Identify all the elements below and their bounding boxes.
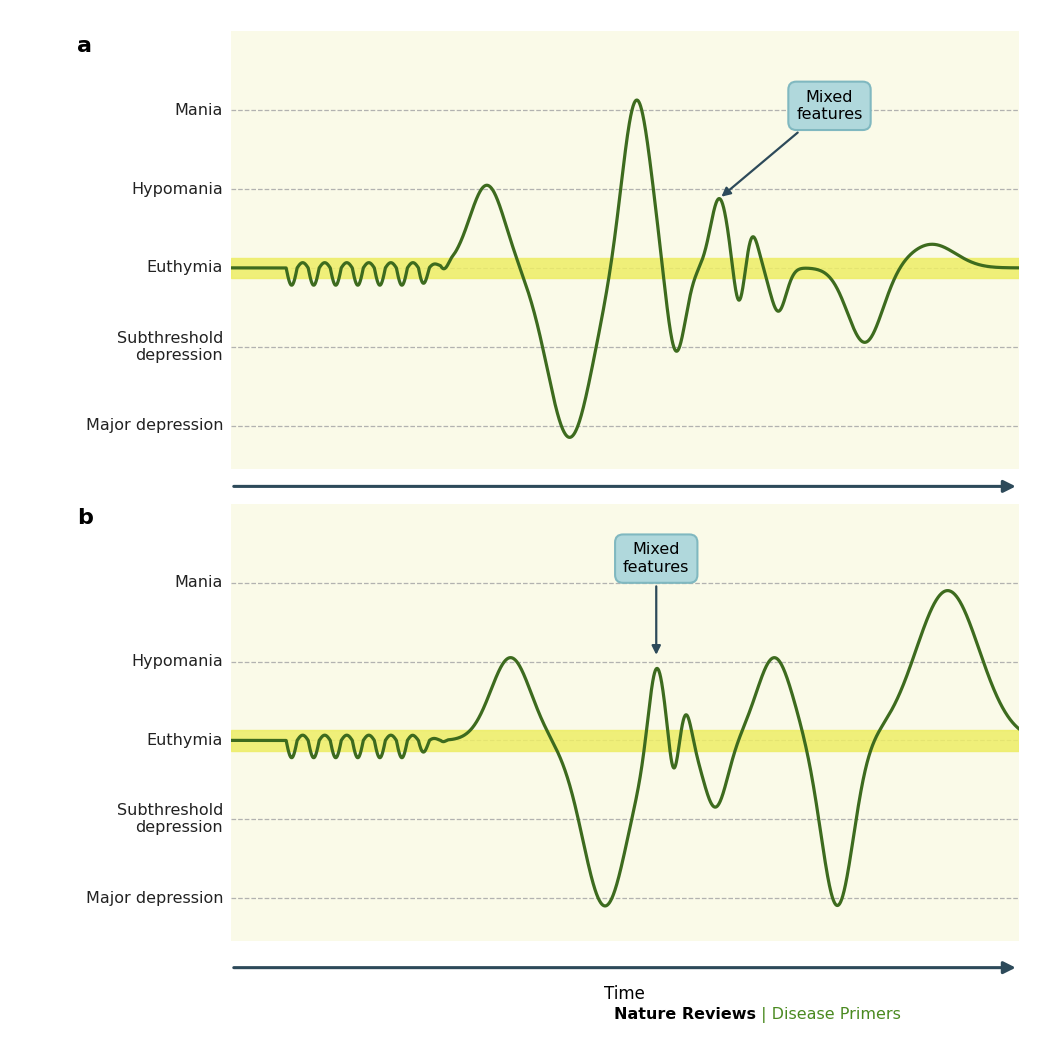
Text: Hypomania: Hypomania bbox=[131, 654, 223, 669]
Text: Euthymia: Euthymia bbox=[147, 733, 223, 748]
Text: Nature Reviews: Nature Reviews bbox=[614, 1007, 756, 1022]
Text: Hypomania: Hypomania bbox=[131, 182, 223, 197]
Bar bbox=[231, 257, 1018, 278]
Text: Mania: Mania bbox=[174, 103, 223, 118]
Text: Mania: Mania bbox=[174, 575, 223, 590]
Text: Mixed
features: Mixed features bbox=[723, 90, 863, 196]
Text: a: a bbox=[78, 36, 92, 55]
Text: | Disease Primers: | Disease Primers bbox=[756, 1006, 901, 1023]
Text: b: b bbox=[78, 508, 93, 528]
Text: Subthreshold
depression: Subthreshold depression bbox=[117, 331, 223, 363]
Text: Euthymia: Euthymia bbox=[147, 260, 223, 275]
Text: Mixed
features: Mixed features bbox=[623, 543, 690, 653]
Text: Time: Time bbox=[605, 985, 645, 1003]
Bar bbox=[231, 730, 1018, 751]
Text: Major depression: Major depression bbox=[86, 418, 223, 433]
Text: Major depression: Major depression bbox=[86, 890, 223, 906]
Text: Subthreshold
depression: Subthreshold depression bbox=[117, 803, 223, 836]
